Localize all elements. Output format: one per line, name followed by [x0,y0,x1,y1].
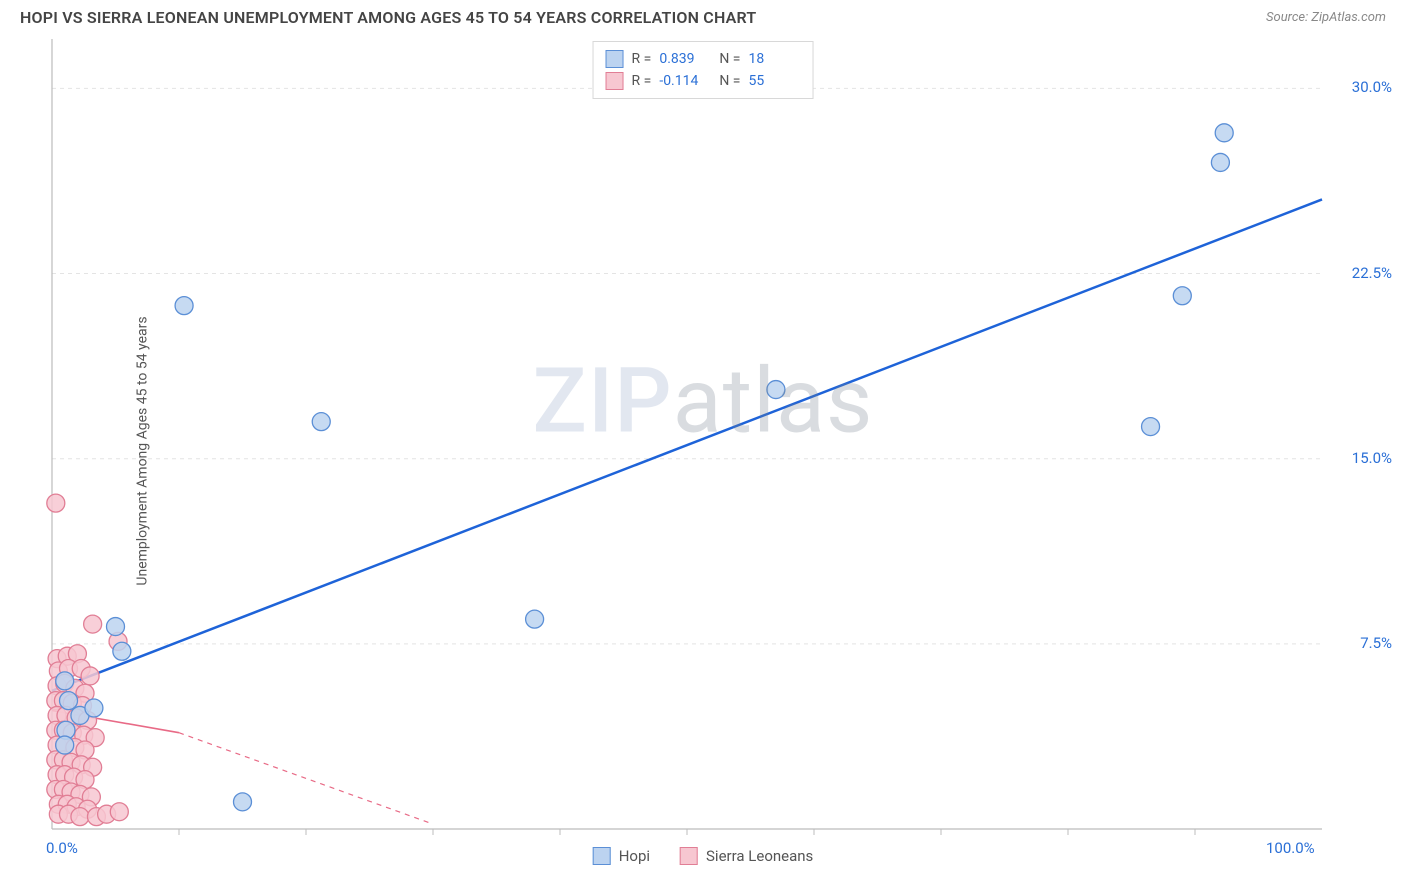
chart-area: Unemployment Among Ages 45 to 54 years Z… [0,31,1406,871]
x-axis-end: 100.0% [1266,839,1315,857]
source-label: Source: ZipAtlas.com [1266,10,1386,25]
stats-row-hopi: R = 0.839 N = 18 [606,48,801,70]
r-value-sierra: -0.114 [659,73,711,89]
n-value-sierra: 55 [748,73,800,89]
y-tick-label: 22.5% [1352,264,1392,282]
n-label: N = [719,73,740,89]
r-label: R = [632,73,652,89]
swatch-hopi [606,50,624,68]
y-tick-label: 7.5% [1360,634,1392,652]
legend-label-sierra: Sierra Leoneans [706,847,813,865]
n-label: N = [719,51,740,67]
chart-title: HOPI VS SIERRA LEONEAN UNEMPLOYMENT AMON… [20,8,756,27]
r-label: R = [632,51,652,67]
n-value-hopi: 18 [748,51,800,67]
swatch-sierra [606,72,624,90]
stats-legend: R = 0.839 N = 18 R = -0.114 N = 55 [593,41,814,99]
legend-item-sierra: Sierra Leoneans [680,847,813,865]
scatter-plot [0,31,1406,871]
swatch-sierra [680,847,698,865]
swatch-hopi [593,847,611,865]
y-tick-label: 15.0% [1352,449,1392,467]
stats-row-sierra: R = -0.114 N = 55 [606,70,801,92]
y-axis-label: Unemployment Among Ages 45 to 54 years [135,316,151,585]
y-tick-label: 30.0% [1352,78,1392,96]
legend-label-hopi: Hopi [619,847,650,865]
r-value-hopi: 0.839 [659,51,711,67]
header: HOPI VS SIERRA LEONEAN UNEMPLOYMENT AMON… [0,0,1406,31]
series-legend: Hopi Sierra Leoneans [593,847,814,865]
legend-item-hopi: Hopi [593,847,650,865]
x-axis-start: 0.0% [46,839,78,857]
